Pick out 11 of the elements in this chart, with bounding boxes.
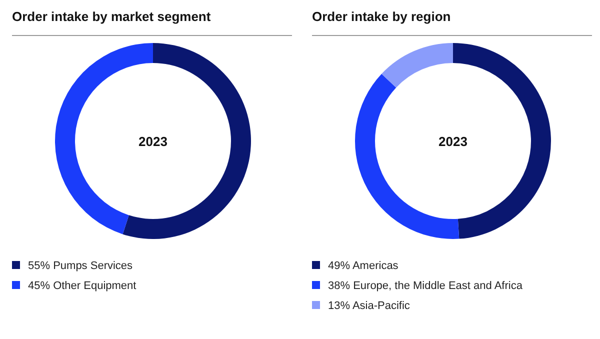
legend-label: 13% Asia-Pacific (328, 300, 410, 312)
chart-title: Order intake by market segment (12, 9, 211, 24)
donut-slice (382, 43, 453, 88)
legend-label: 45% Other Equipment (28, 280, 136, 292)
text: 2023 (438, 134, 468, 149)
chart-title: Order intake by region (312, 9, 451, 24)
legend-label: 49% Americas (328, 260, 399, 272)
legend-label: 38% Europe, the Middle East and Africa (328, 280, 524, 292)
donut-slice (122, 43, 251, 239)
text: 2023 (138, 134, 168, 149)
legend-label: 55% Pumps Services (28, 260, 134, 272)
